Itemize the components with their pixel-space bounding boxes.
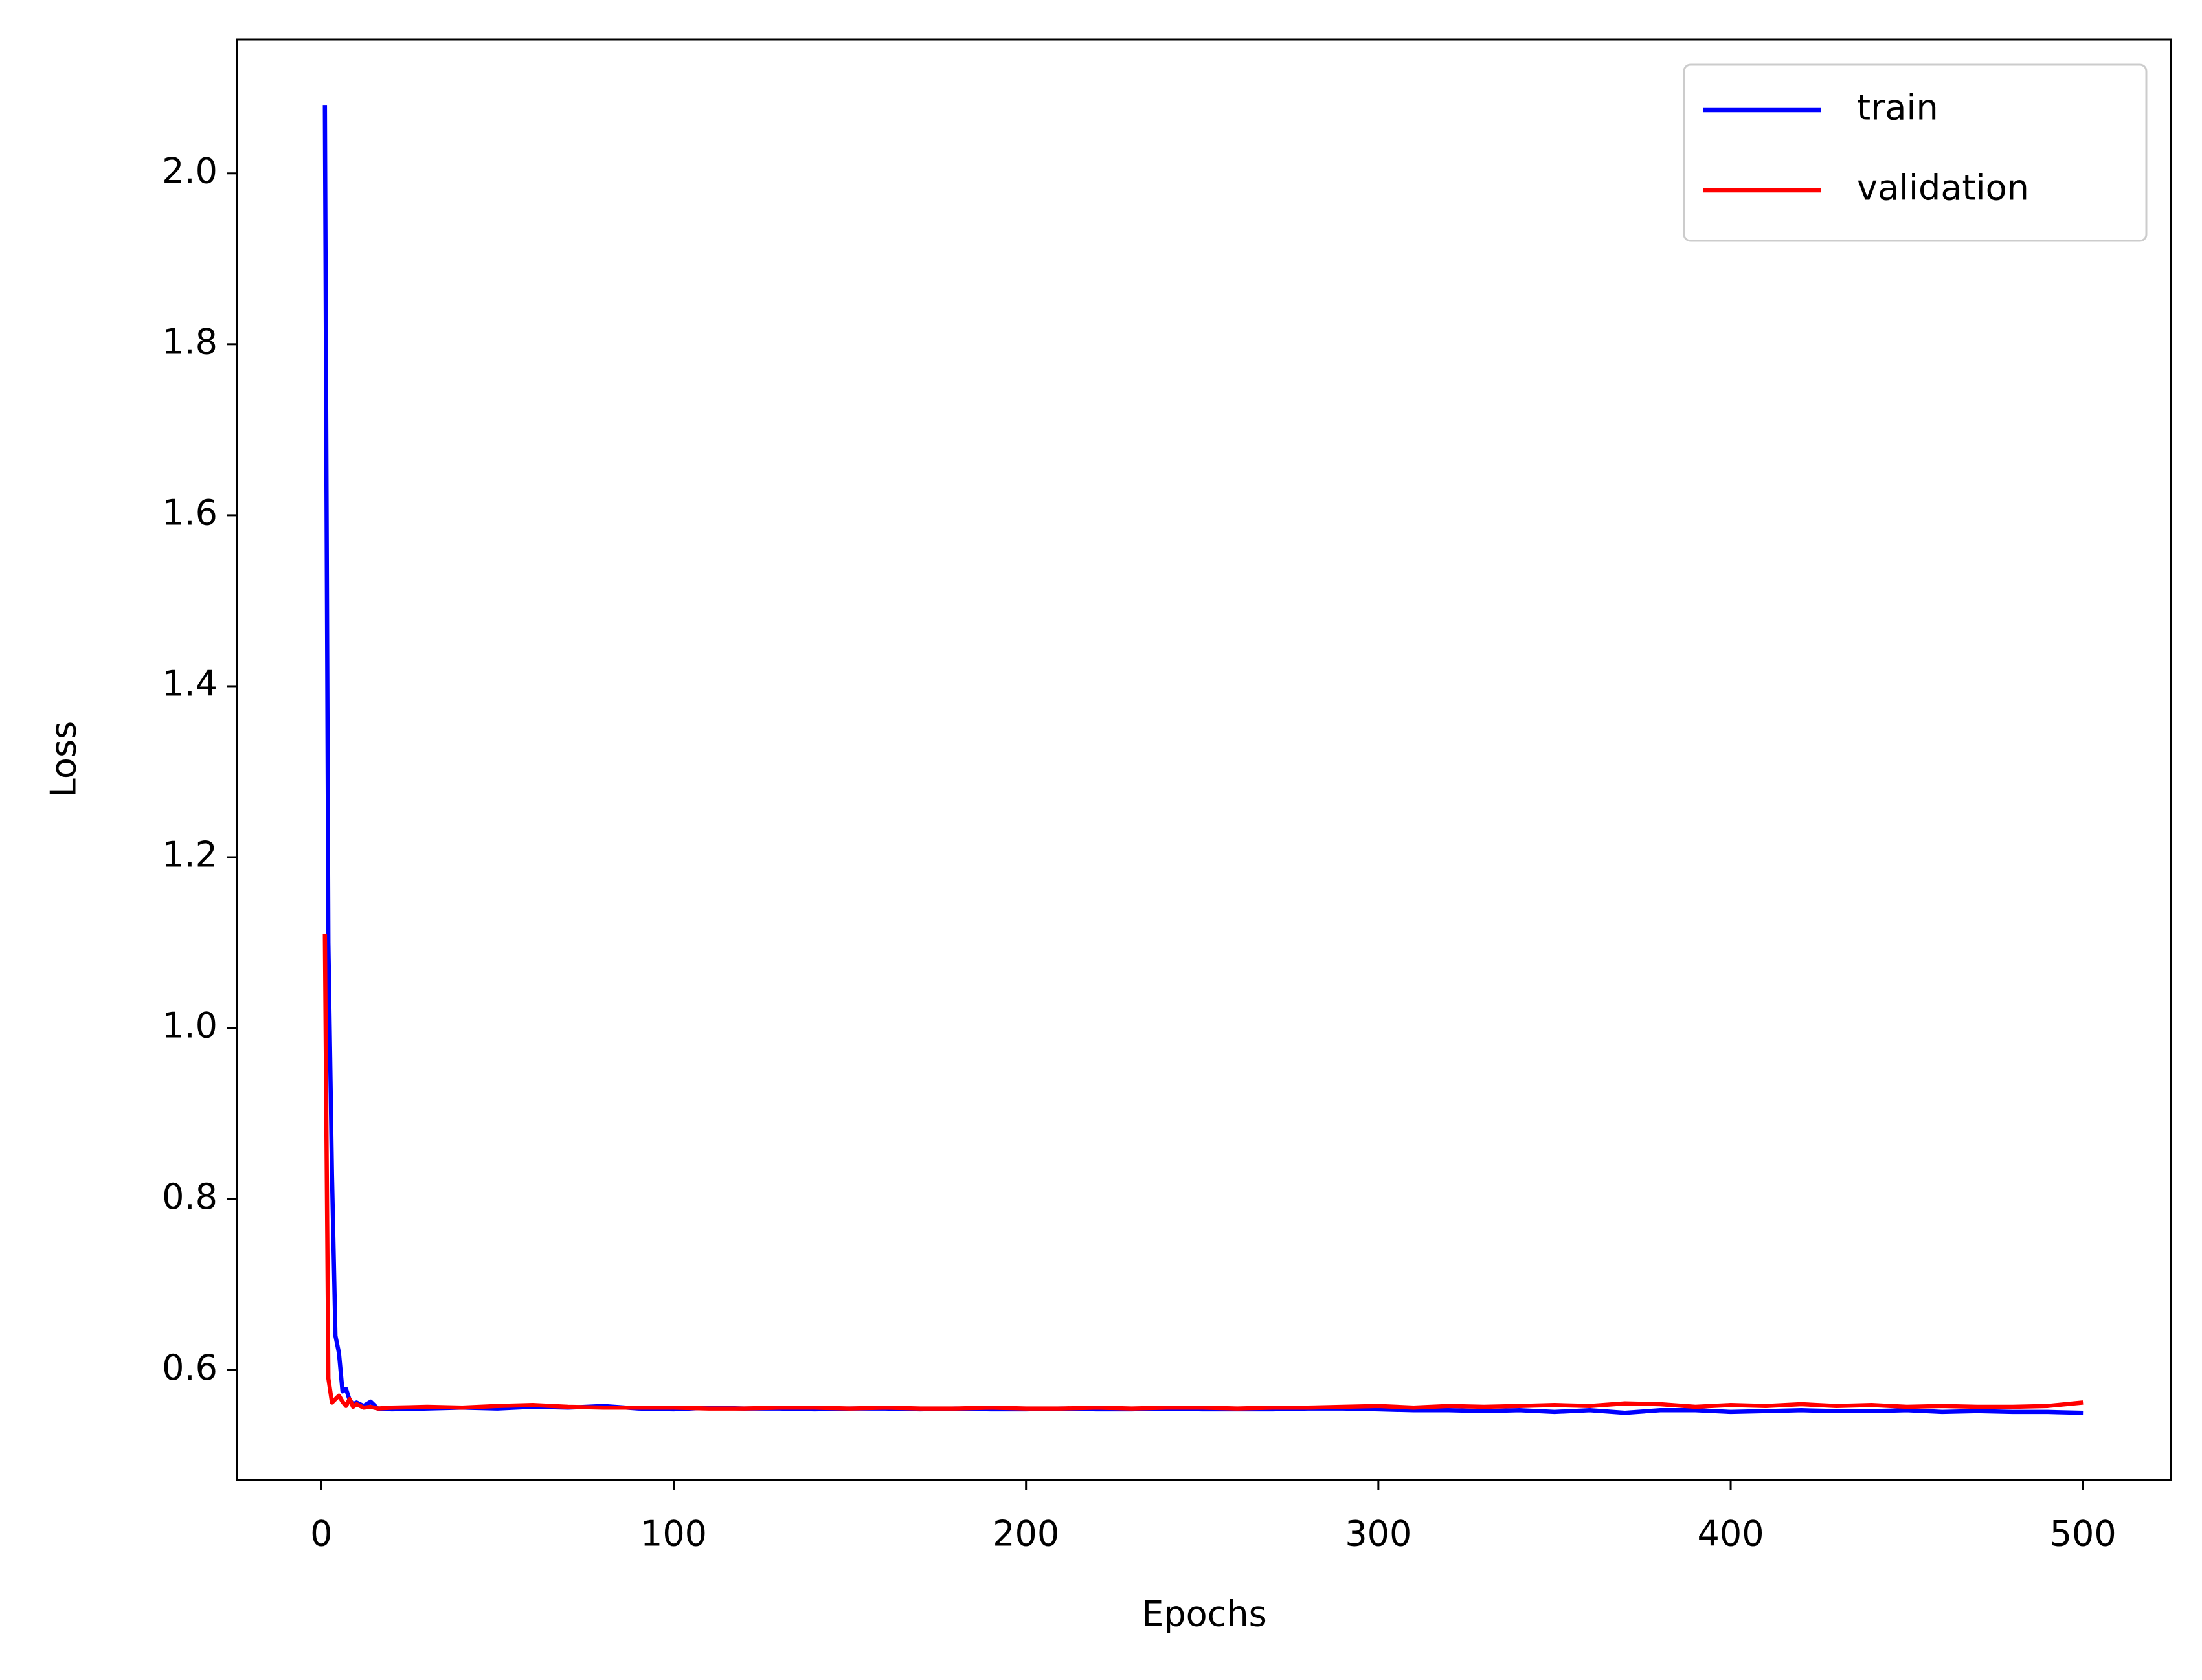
x-tick-label: 200 [993, 1514, 1059, 1554]
y-tick-label: 1.2 [162, 834, 218, 875]
y-tick-label: 2.0 [162, 150, 218, 191]
y-axis-label: Loss [43, 721, 84, 798]
x-tick-label: 300 [1345, 1514, 1411, 1554]
x-tick-label: 100 [640, 1514, 707, 1554]
x-tick-label: 500 [2050, 1514, 2117, 1554]
y-tick-label: 1.0 [162, 1005, 218, 1046]
x-tick-label: 400 [1698, 1514, 1764, 1554]
legend-label: train [1857, 87, 1938, 128]
line-series [322, 934, 2084, 1411]
plot-frame [236, 38, 2172, 1481]
x-tick-label: 0 [310, 1514, 332, 1554]
y-tick-label: 1.4 [162, 664, 218, 704]
y-tick-label: 1.6 [162, 493, 218, 533]
legend-label: validation [1857, 168, 2029, 208]
x-axis-label: Epochs [1141, 1594, 1266, 1635]
y-tick-label: 0.8 [162, 1176, 218, 1217]
y-tick-label: 0.6 [162, 1347, 218, 1388]
y-tick-label: 1.8 [162, 321, 218, 362]
